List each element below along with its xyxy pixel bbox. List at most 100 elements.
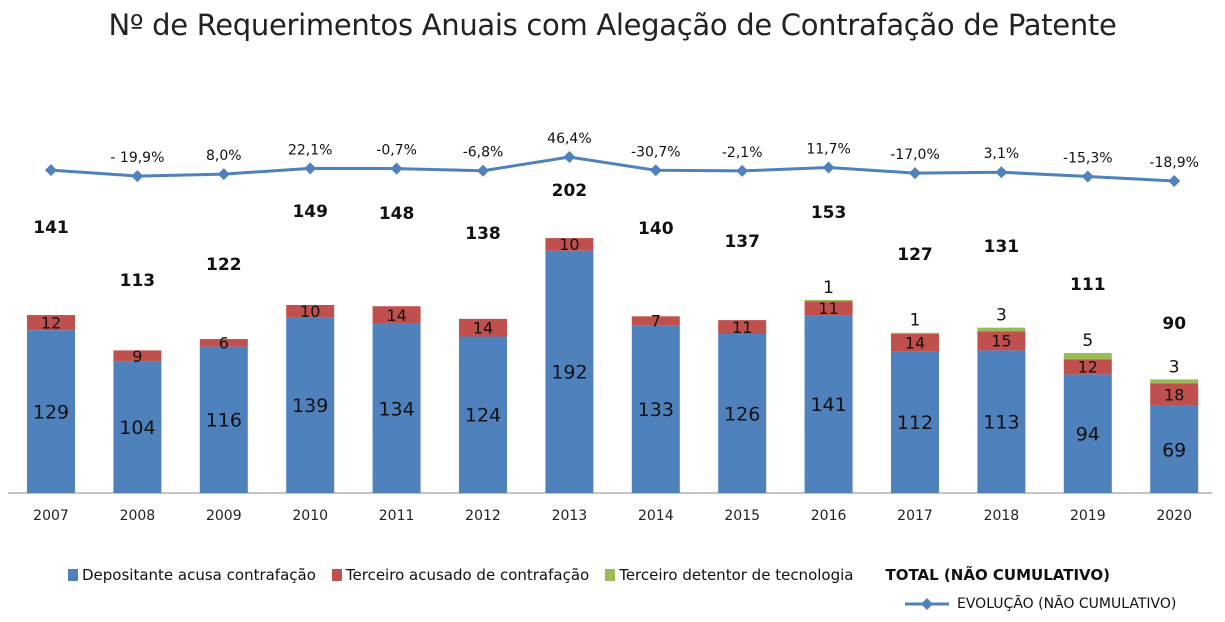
total-label: 90 bbox=[1162, 314, 1186, 334]
x-tick-label: 2009 bbox=[206, 508, 242, 524]
line-data-label: 22,1% bbox=[288, 142, 332, 158]
line-point bbox=[1168, 175, 1180, 187]
data-label: 112 bbox=[897, 412, 933, 434]
bar-segment-terceiro-detentor bbox=[977, 328, 1025, 332]
line-point bbox=[563, 151, 575, 163]
bar-segment-terceiro-detentor bbox=[1150, 379, 1198, 383]
legend-label: Terceiro acusado de contrafação bbox=[346, 566, 589, 584]
data-label: 192 bbox=[551, 362, 587, 384]
data-label: 10 bbox=[300, 302, 320, 321]
line-data-label: 11,7% bbox=[806, 141, 850, 157]
total-label: 131 bbox=[984, 237, 1020, 257]
total-label: 113 bbox=[120, 271, 156, 291]
legend-item-terceiro-acusado: Terceiro acusado de contrafação bbox=[332, 566, 589, 584]
data-label: 116 bbox=[206, 410, 242, 432]
line-data-label: -30,7% bbox=[631, 144, 681, 160]
x-tick-label: 2017 bbox=[897, 508, 933, 524]
line-point bbox=[45, 164, 57, 176]
x-tick-label: 2010 bbox=[292, 508, 328, 524]
data-label: 94 bbox=[1076, 424, 1100, 446]
x-tick-label: 2016 bbox=[811, 508, 847, 524]
data-label: 124 bbox=[465, 405, 501, 427]
x-tick-label: 2007 bbox=[33, 508, 69, 524]
data-label: 134 bbox=[378, 398, 414, 420]
line-data-label: -6,8% bbox=[463, 145, 504, 161]
bar-segment-terceiro-detentor bbox=[891, 333, 939, 334]
line-point bbox=[391, 163, 403, 175]
line-data-label: - 19,9% bbox=[110, 150, 164, 166]
line-data-label: -18,9% bbox=[1149, 155, 1199, 171]
x-tick-label: 2018 bbox=[984, 508, 1020, 524]
total-label: 141 bbox=[33, 218, 69, 238]
data-label: 11 bbox=[818, 299, 838, 318]
line-point bbox=[304, 162, 316, 174]
line-data-label: -2,1% bbox=[722, 145, 763, 161]
legend-item-terceiro-detentor: Terceiro detentor de tecnologia bbox=[605, 566, 853, 584]
data-label: 126 bbox=[724, 403, 760, 425]
legend-item-total: TOTAL (NÃO CUMULATIVO) bbox=[885, 566, 1110, 584]
x-tick-label: 2012 bbox=[465, 508, 501, 524]
data-label: 14 bbox=[386, 306, 406, 325]
line-point bbox=[823, 161, 835, 173]
data-label: 14 bbox=[473, 318, 493, 337]
data-label: 15 bbox=[991, 332, 1011, 351]
legend-swatch bbox=[68, 569, 78, 581]
total-label: 127 bbox=[897, 245, 933, 265]
line-point bbox=[218, 168, 230, 180]
x-tick-label: 2014 bbox=[638, 508, 674, 524]
total-label: 138 bbox=[465, 224, 501, 244]
line-data-label: -17,0% bbox=[890, 147, 940, 163]
data-label: 139 bbox=[292, 395, 328, 417]
line-point bbox=[909, 167, 921, 179]
legend: Depositante acusa contrafação Terceiro a… bbox=[68, 566, 1126, 584]
chart-plot: 1291220071411049200811311662009122139102… bbox=[0, 0, 1225, 560]
data-label: 1 bbox=[910, 311, 921, 331]
data-label: 6 bbox=[219, 334, 229, 353]
data-label: 9 bbox=[132, 347, 142, 366]
total-label: 122 bbox=[206, 255, 242, 275]
line-data-label: -15,3% bbox=[1063, 150, 1113, 166]
data-label: 18 bbox=[1164, 385, 1184, 404]
x-tick-label: 2015 bbox=[724, 508, 760, 524]
bar-segment-terceiro-detentor bbox=[805, 300, 853, 301]
x-tick-label: 2011 bbox=[379, 508, 415, 524]
data-label: 12 bbox=[1078, 358, 1098, 377]
line-data-label: 8,0% bbox=[206, 148, 242, 164]
line-point bbox=[650, 164, 662, 176]
data-label: 14 bbox=[905, 334, 925, 353]
data-label: 113 bbox=[983, 412, 1019, 434]
line-point bbox=[131, 170, 143, 182]
legend-label: EVOLUÇÃO (NÃO CUMULATIVO) bbox=[957, 596, 1176, 612]
x-tick-label: 2019 bbox=[1070, 508, 1106, 524]
total-label: 153 bbox=[811, 203, 847, 223]
total-label: 140 bbox=[638, 219, 674, 239]
total-label: 149 bbox=[292, 202, 328, 222]
bar-segment-terceiro-detentor bbox=[1064, 353, 1112, 359]
line-data-label: 46,4% bbox=[547, 131, 591, 147]
x-tick-label: 2013 bbox=[552, 508, 588, 524]
x-tick-label: 2020 bbox=[1156, 508, 1192, 524]
data-label: 7 bbox=[651, 311, 661, 330]
data-label: 3 bbox=[996, 306, 1007, 326]
line-marker-icon bbox=[905, 597, 949, 611]
line-data-label: 3,1% bbox=[984, 146, 1020, 162]
data-label: 11 bbox=[732, 318, 752, 337]
data-label: 5 bbox=[1082, 331, 1093, 351]
line-point bbox=[1082, 170, 1094, 182]
data-label: 141 bbox=[810, 394, 846, 416]
line-point bbox=[736, 165, 748, 177]
data-label: 69 bbox=[1162, 439, 1186, 461]
legend-item-evolucao: EVOLUÇÃO (NÃO CUMULATIVO) bbox=[905, 596, 1176, 612]
data-label: 129 bbox=[33, 401, 69, 423]
line-point bbox=[995, 166, 1007, 178]
total-label: 111 bbox=[1070, 275, 1106, 295]
x-tick-label: 2008 bbox=[120, 508, 156, 524]
legend-swatch bbox=[605, 569, 615, 581]
data-label: 10 bbox=[559, 235, 579, 254]
data-label: 3 bbox=[1169, 357, 1180, 377]
legend-label: TOTAL (NÃO CUMULATIVO) bbox=[885, 566, 1110, 584]
total-label: 137 bbox=[724, 232, 760, 252]
legend-item-depositante: Depositante acusa contrafação bbox=[68, 566, 316, 584]
total-label: 202 bbox=[552, 181, 588, 201]
legend-swatch bbox=[332, 569, 342, 581]
